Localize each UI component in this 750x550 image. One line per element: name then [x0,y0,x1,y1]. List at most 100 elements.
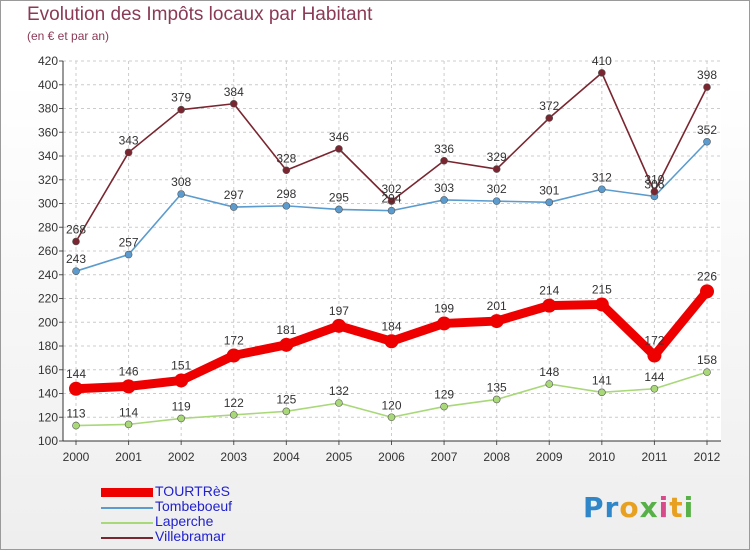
legend-item: Laperche [101,513,301,530]
data-label: 119 [172,399,191,413]
y-tick-label: 400 [38,78,58,92]
data-point [545,198,554,207]
data-point [542,298,557,313]
data-label: 181 [276,323,296,337]
y-tick-label: 160 [38,363,58,377]
x-tick-label: 2001 [115,450,142,464]
legend-swatch [101,488,153,497]
data-point [124,250,133,259]
data-point [282,166,291,175]
data-point [700,284,714,299]
x-tick-label: 2005 [326,450,353,464]
data-label: 312 [592,170,612,184]
data-label: 172 [224,334,244,348]
data-point [177,105,185,114]
legend-label: Laperche [155,513,214,529]
data-label: 120 [381,398,401,412]
chart-title: Evolution des Impôts locaux par Habitant [27,4,373,25]
data-point [384,334,399,349]
legend-swatch [101,536,153,539]
data-label: 398 [697,68,717,82]
data-point [703,368,711,376]
legend-item: Villebramar [101,528,301,545]
data-point [121,379,136,394]
data-label: 148 [539,365,559,379]
data-label: 141 [592,373,612,387]
y-tick-label: 280 [38,220,58,234]
data-point [387,413,396,422]
data-label: 308 [171,175,191,189]
data-point [594,297,609,312]
data-label: 135 [487,380,507,394]
data-point [440,402,448,411]
x-tick-label: 2000 [63,450,90,464]
y-tick-label: 220 [38,292,58,306]
data-point [124,420,133,429]
data-point [650,384,659,393]
data-label: 297 [224,188,244,202]
data-point [440,196,448,204]
data-label: 132 [329,384,349,398]
data-label: 199 [434,301,454,315]
y-tick-label: 320 [38,173,58,187]
data-label: 197 [329,304,349,318]
data-point [387,206,396,215]
data-label: 257 [119,236,139,250]
y-tick-label: 300 [38,197,58,211]
data-label: 129 [434,388,454,402]
legend-label: Villebramar [155,528,226,544]
data-label: 302 [487,182,507,196]
legend-item: TOURTRèS [101,483,301,500]
x-tick-label: 2009 [536,450,563,464]
y-tick-label: 140 [38,387,58,401]
legend-swatch [101,506,153,509]
data-point [72,267,80,275]
data-label: 144 [66,367,86,381]
data-label: 336 [434,142,454,156]
data-label: 215 [592,282,612,296]
logo-letter: t [669,491,684,524]
data-point [177,414,185,423]
data-label: 298 [276,187,296,201]
y-tick-label: 180 [38,339,58,353]
y-tick-label: 100 [38,434,58,448]
data-point [437,316,452,331]
data-label: 302 [381,182,401,196]
data-point [545,114,554,122]
data-point [650,187,659,196]
data-point [545,380,554,388]
x-tick-label: 2007 [431,450,458,464]
data-label: 122 [224,396,244,410]
data-point [279,337,294,352]
data-label: 214 [539,284,559,298]
proxiti-logo: Proxiti [583,491,694,524]
data-label: 243 [66,252,86,266]
data-label: 301 [539,183,559,197]
data-point [598,388,606,397]
y-tick-label: 380 [38,102,58,116]
data-point [387,197,396,205]
data-point [174,373,189,388]
x-tick-label: 2012 [694,450,721,464]
x-tick-label: 2006 [378,450,405,464]
logo-letter: o [619,491,640,524]
y-tick-label: 120 [38,410,58,424]
legend-label: TOURTRèS [155,483,230,499]
y-tick-label: 260 [38,244,58,258]
logo-letter: x [639,491,659,524]
data-point [703,83,711,91]
data-label: 184 [381,319,401,333]
chart-subtitle: (en € et par an) [27,29,110,43]
y-tick-label: 420 [38,54,58,68]
data-point [440,156,448,165]
data-label: 294 [381,192,401,206]
y-tick-label: 240 [38,268,58,282]
x-tick-label: 2004 [273,450,300,464]
x-tick-label: 2011 [642,450,668,464]
data-label: 379 [171,91,191,105]
data-label: 303 [434,181,454,195]
data-label: 114 [119,405,138,419]
data-point [335,145,343,153]
legend-swatch [101,521,153,524]
